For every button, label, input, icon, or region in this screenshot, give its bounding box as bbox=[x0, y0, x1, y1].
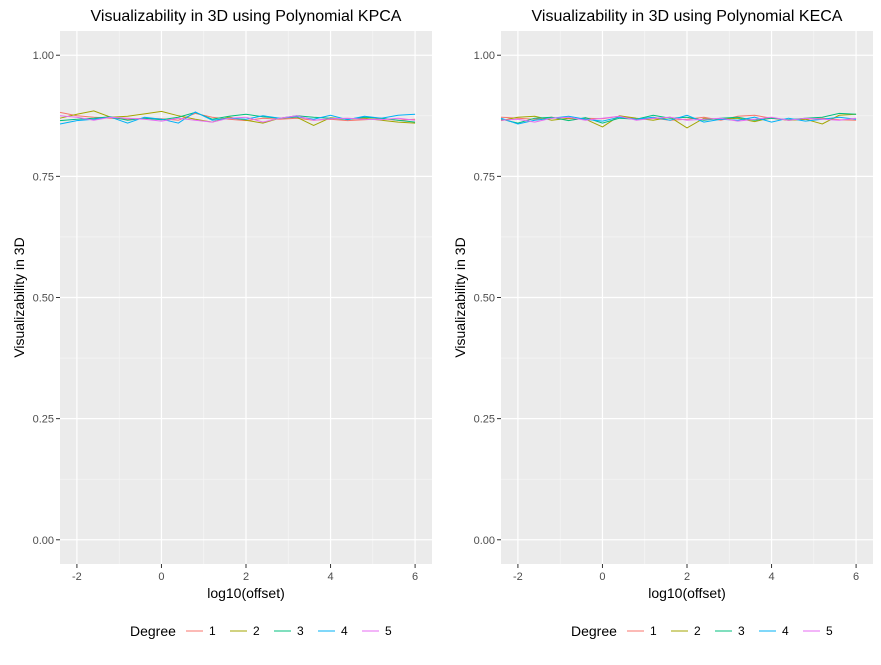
legend-label-degree-1: 1 bbox=[209, 624, 216, 638]
y-tick-label: 0.50 bbox=[474, 293, 495, 305]
chart-kpca: Visualizability in 3D using Polynomial K… bbox=[11, 8, 432, 639]
y-tick-label: 0.75 bbox=[474, 171, 495, 183]
x-axis-title: log10(offset) bbox=[207, 585, 285, 601]
x-tick-label: -2 bbox=[513, 571, 523, 583]
y-tick-label: 0.25 bbox=[33, 414, 54, 426]
y-tick-label: 1.00 bbox=[474, 50, 495, 62]
x-tick-label: 0 bbox=[599, 571, 605, 583]
series-line-degree-4 bbox=[59, 111, 416, 125]
x-tick-label: -2 bbox=[72, 571, 82, 583]
legend-label-degree-5: 5 bbox=[385, 624, 392, 638]
x-axis-title: log10(offset) bbox=[648, 585, 726, 601]
legend-label-degree-2: 2 bbox=[694, 624, 701, 638]
x-tick-label: 2 bbox=[243, 571, 249, 583]
legend-label-degree-3: 3 bbox=[297, 624, 304, 638]
legend-label-degree-4: 4 bbox=[341, 624, 348, 638]
chart-title: Visualizability in 3D using Polynomial K… bbox=[91, 8, 402, 25]
x-tick-label: 4 bbox=[768, 571, 774, 583]
series-line-degree-5 bbox=[500, 115, 857, 123]
y-tick-label: 0.50 bbox=[33, 293, 54, 305]
y-axis-title: Visualizability in 3D bbox=[452, 237, 468, 357]
chart-panel-kpca: Visualizability in 3D using Polynomial K… bbox=[0, 0, 440, 665]
y-tick-label: 0.75 bbox=[33, 171, 54, 183]
legend-label-degree-3: 3 bbox=[738, 624, 745, 638]
x-tick-label: 2 bbox=[684, 571, 690, 583]
legend-title: Degree bbox=[130, 623, 176, 639]
legend-label-degree-2: 2 bbox=[253, 624, 260, 638]
x-tick-label: 6 bbox=[412, 571, 418, 583]
series-line-degree-5 bbox=[59, 115, 416, 123]
x-tick-label: 0 bbox=[158, 571, 164, 583]
chart-panel-keca: Visualizability in 3D using Polynomial K… bbox=[441, 0, 881, 665]
chart-title: Visualizability in 3D using Polynomial K… bbox=[532, 8, 843, 25]
y-tick-label: 0.00 bbox=[474, 535, 495, 547]
y-tick-label: 1.00 bbox=[33, 50, 54, 62]
y-axis-title: Visualizability in 3D bbox=[11, 237, 27, 357]
legend-label-degree-1: 1 bbox=[650, 624, 657, 638]
legend-label-degree-4: 4 bbox=[782, 624, 789, 638]
legend-title: Degree bbox=[571, 623, 617, 639]
chart-keca: Visualizability in 3D using Polynomial K… bbox=[452, 8, 873, 639]
x-tick-label: 6 bbox=[853, 571, 859, 583]
y-tick-label: 0.00 bbox=[33, 535, 54, 547]
y-tick-label: 0.25 bbox=[474, 414, 495, 426]
legend-label-degree-5: 5 bbox=[826, 624, 833, 638]
x-tick-label: 4 bbox=[327, 571, 333, 583]
